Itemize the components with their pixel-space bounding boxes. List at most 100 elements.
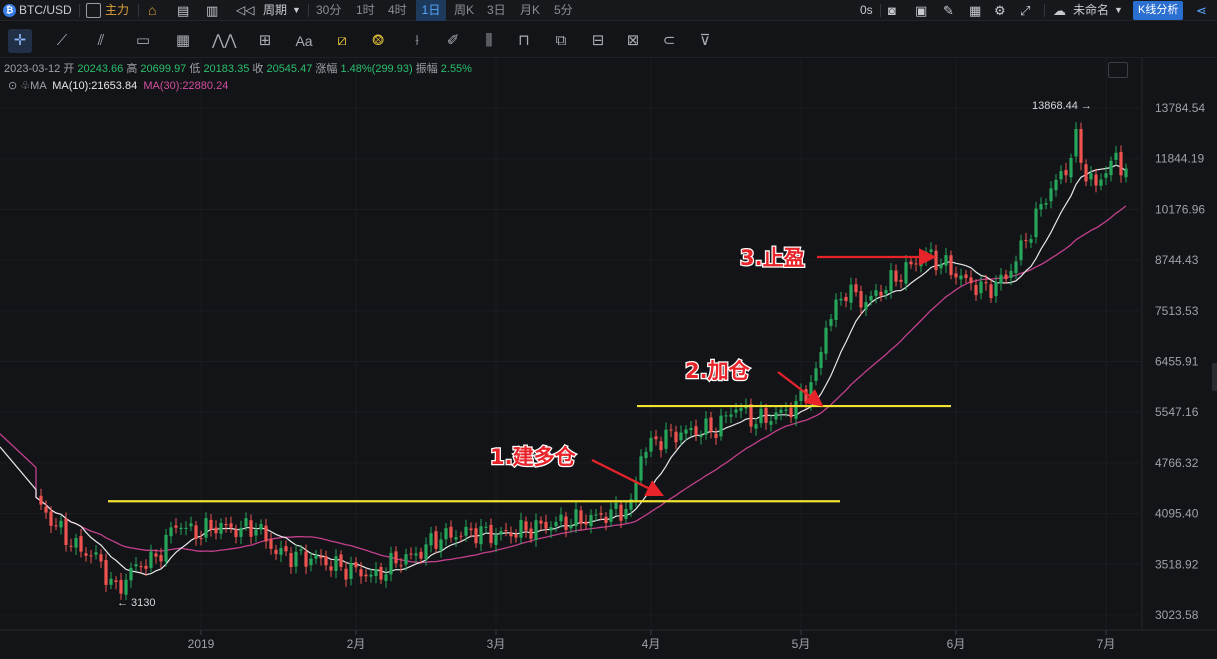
amplitude-value: 2.55% — [440, 63, 472, 75]
trend-line-icon[interactable]: ⟋ — [56, 32, 68, 49]
candle-body — [469, 528, 473, 531]
bar-date: 2023-03-12 — [4, 63, 61, 75]
image-icon[interactable]: ▣ — [915, 3, 928, 18]
candle-body — [119, 580, 123, 594]
tf-1d[interactable]: 1日 — [416, 0, 446, 21]
symbol-selector[interactable]: BTC/USD — [19, 3, 72, 17]
settings-icon[interactable]: ⚙ — [994, 3, 1006, 18]
drawing-toolbar: ✛ ⟋ ⫽ ▭ ▦ ⋀⋀ ⊞ Aa ⧄ ⨷ ⟊ ✐ ⫼ ⊓ ⧉ ⊟ ⊠ ⊂ ⊽ — [0, 25, 1217, 57]
kline-analysis-button[interactable]: K线分析 — [1133, 1, 1184, 20]
edit-icon[interactable]: ✎ — [943, 3, 954, 18]
candle-body — [424, 544, 428, 560]
tf-week[interactable]: 周K — [454, 3, 475, 17]
candle-body — [409, 553, 413, 555]
chevron-down-icon: ▼ — [292, 5, 301, 15]
candle-body — [444, 528, 448, 540]
pattern-icon[interactable]: ⋀⋀ — [212, 32, 237, 49]
fullscreen-icon[interactable]: ⤢ — [1020, 3, 1031, 18]
chart-layout-icon[interactable] — [1108, 62, 1128, 78]
candle-body — [659, 441, 663, 451]
candle-body — [934, 250, 938, 271]
candle-body — [429, 533, 433, 546]
candle-body — [254, 529, 258, 536]
top-toolbar: ₿ BTC/USD 主力 ⌂ ▤ ▥ ◁◁ 周期 ▼ 30分 1时 4时 1日 … — [0, 0, 1217, 21]
indicator-button[interactable]: 主力 — [105, 3, 130, 17]
candle-icon[interactable]: ⫼ — [485, 32, 493, 49]
candle-body — [754, 424, 758, 429]
lock-icon[interactable]: ⊓ — [518, 32, 530, 49]
parallel-channel-icon[interactable]: ⫽ — [97, 32, 105, 49]
candle-body — [389, 552, 393, 575]
annotation-label: 3.止盈 — [740, 246, 805, 270]
layout-icon[interactable]: ▥ — [206, 3, 219, 18]
ruler-icon[interactable]: ⟊ — [415, 32, 419, 49]
alert-icon[interactable]: ⌂ — [148, 2, 157, 18]
tf-3d[interactable]: 3日 — [487, 3, 506, 17]
panel-toggle-handle[interactable] — [1212, 363, 1217, 391]
candle-body — [479, 526, 483, 545]
replay-icon[interactable]: ◁◁ — [236, 3, 255, 17]
candle-body — [284, 546, 288, 552]
calendar-icon[interactable]: ▤ — [177, 3, 190, 18]
note-icon[interactable]: ⊟ — [591, 32, 605, 49]
candle-body — [79, 536, 83, 552]
magnet-icon[interactable]: ⊂ — [662, 32, 676, 49]
candle-body — [524, 521, 528, 531]
crosshair-icon[interactable]: ✛ — [8, 29, 32, 53]
brush-icon[interactable]: ✐ — [446, 32, 460, 49]
chart-type-icon[interactable] — [86, 3, 101, 18]
candle-body — [214, 527, 218, 534]
candle-body — [269, 539, 273, 549]
candle-body — [969, 277, 973, 284]
grid-tool-icon[interactable]: ▦ — [175, 32, 191, 49]
candle-body — [54, 525, 58, 527]
candle-body — [1029, 239, 1033, 243]
gann-icon[interactable]: ⨷ — [372, 32, 384, 49]
tf-4h[interactable]: 4时 — [388, 3, 407, 17]
candle-body — [219, 522, 223, 534]
candle-body — [89, 555, 93, 557]
camera-icon[interactable]: ◙ — [888, 3, 896, 18]
eye-icon[interactable]: ⊙ — [8, 80, 18, 92]
candle-body — [669, 429, 673, 431]
candle-body — [984, 282, 988, 284]
share-icon[interactable]: ⋖ — [1196, 3, 1207, 18]
candle-body — [914, 263, 918, 265]
trash-icon[interactable]: ⊠ — [626, 32, 640, 49]
candle-body — [1079, 129, 1083, 163]
candle-body — [824, 327, 828, 354]
candle-body — [1089, 173, 1093, 180]
candle-body — [634, 482, 638, 501]
tf-month[interactable]: 月K — [520, 3, 541, 17]
rectangle-icon[interactable]: ▭ — [135, 32, 151, 49]
period-dropdown[interactable]: 周期 — [263, 3, 288, 17]
candle-body — [314, 554, 318, 559]
layout-name[interactable]: 未命名 — [1073, 3, 1110, 17]
annotation-label: 2.加仓 — [685, 359, 751, 383]
save-icon[interactable]: ▦ — [969, 3, 982, 18]
candle-body — [909, 261, 913, 265]
candle-body — [899, 279, 903, 282]
add-indicator-icon[interactable]: ⊞ — [258, 32, 272, 49]
candle-body — [894, 270, 898, 282]
copy-icon[interactable]: ⧉ — [555, 32, 567, 49]
candle-body — [614, 502, 618, 509]
fib-icon[interactable]: ⧄ — [337, 32, 347, 49]
candle-body — [689, 428, 693, 431]
candle-body — [1099, 179, 1103, 186]
text-tool-icon[interactable]: Aa — [295, 33, 313, 49]
candle-body — [249, 520, 253, 537]
bell-icon[interactable]: ♧ — [20, 80, 31, 92]
tf-5m[interactable]: 5分 — [554, 3, 573, 17]
candle-body — [1049, 188, 1053, 202]
tf-30m[interactable]: 30分 — [316, 3, 342, 17]
candle-body — [354, 562, 358, 568]
candle-body — [1044, 203, 1048, 205]
low-marker: ← 3130 — [117, 597, 156, 609]
candle-body — [434, 531, 438, 549]
filter-icon[interactable]: ⊽ — [699, 32, 711, 49]
candle-body — [564, 516, 568, 530]
candle-body — [1104, 173, 1108, 178]
tf-1h[interactable]: 1时 — [356, 3, 375, 17]
